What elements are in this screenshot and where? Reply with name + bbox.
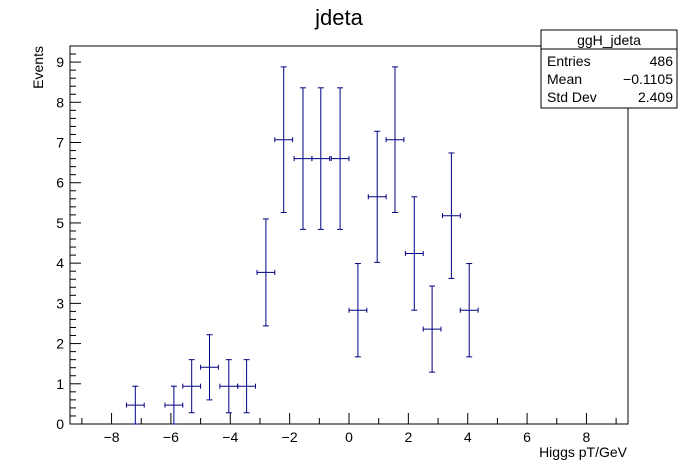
stats-entries-label: Entries	[547, 53, 591, 69]
stats-stddev-label: Std Dev	[547, 89, 597, 105]
y-axis: 0 1 2 3 4 5 6 7 8 9	[56, 45, 81, 432]
y-tick-label: 1	[56, 376, 64, 392]
data-point	[256, 218, 276, 327]
x-tick-label: −8	[104, 429, 120, 445]
data-point	[164, 385, 184, 425]
stats-stddev-value: 2.409	[638, 89, 673, 105]
x-tick-label: −2	[282, 429, 298, 445]
data-point	[330, 87, 350, 230]
y-tick-label: 5	[56, 215, 64, 231]
x-axis-label: Higgs pT/GeV	[539, 444, 628, 460]
x-axis: −8 −6 −4 −2 0 2 4 6 8	[81, 413, 617, 445]
y-tick-label: 0	[56, 416, 64, 432]
y-tick-label: 7	[56, 135, 64, 151]
y-tick-label: 9	[56, 54, 64, 70]
x-tick-label: 4	[464, 429, 472, 445]
x-tick-label: 2	[404, 429, 412, 445]
x-tick-label: −6	[163, 429, 179, 445]
x-tick-label: 0	[345, 429, 353, 445]
stats-mean-value: −0.1105	[623, 71, 673, 87]
data-point	[459, 263, 479, 358]
stats-entries-value: 486	[650, 53, 674, 69]
data-series	[125, 66, 479, 425]
data-point	[385, 66, 405, 213]
data-point	[422, 285, 442, 373]
data-point	[311, 87, 331, 230]
stats-mean-label: Mean	[547, 71, 582, 87]
y-tick-label: 4	[56, 255, 64, 271]
stats-box-title: ggH_jdeta	[577, 32, 641, 48]
x-tick-label: 6	[523, 429, 531, 445]
data-point	[367, 130, 387, 263]
data-point	[404, 196, 424, 311]
data-point	[125, 385, 145, 425]
data-point	[348, 263, 368, 358]
data-point	[293, 87, 313, 230]
chart-title: jdeta	[314, 5, 363, 30]
x-tick-label: 8	[583, 429, 591, 445]
data-point	[274, 66, 294, 213]
y-tick-label: 2	[56, 336, 64, 352]
data-point	[182, 359, 202, 414]
stats-box: ggH_jdeta Entries 486 Mean −0.1105 Std D…	[540, 29, 678, 109]
y-tick-label: 3	[56, 295, 64, 311]
y-tick-label: 6	[56, 175, 64, 191]
data-point	[200, 334, 219, 401]
data-point	[441, 152, 461, 279]
x-tick-label: −4	[222, 429, 238, 445]
y-tick-label: 8	[56, 94, 64, 110]
data-point	[237, 359, 257, 414]
data-point	[219, 359, 239, 414]
y-axis-label: Events	[30, 46, 46, 89]
